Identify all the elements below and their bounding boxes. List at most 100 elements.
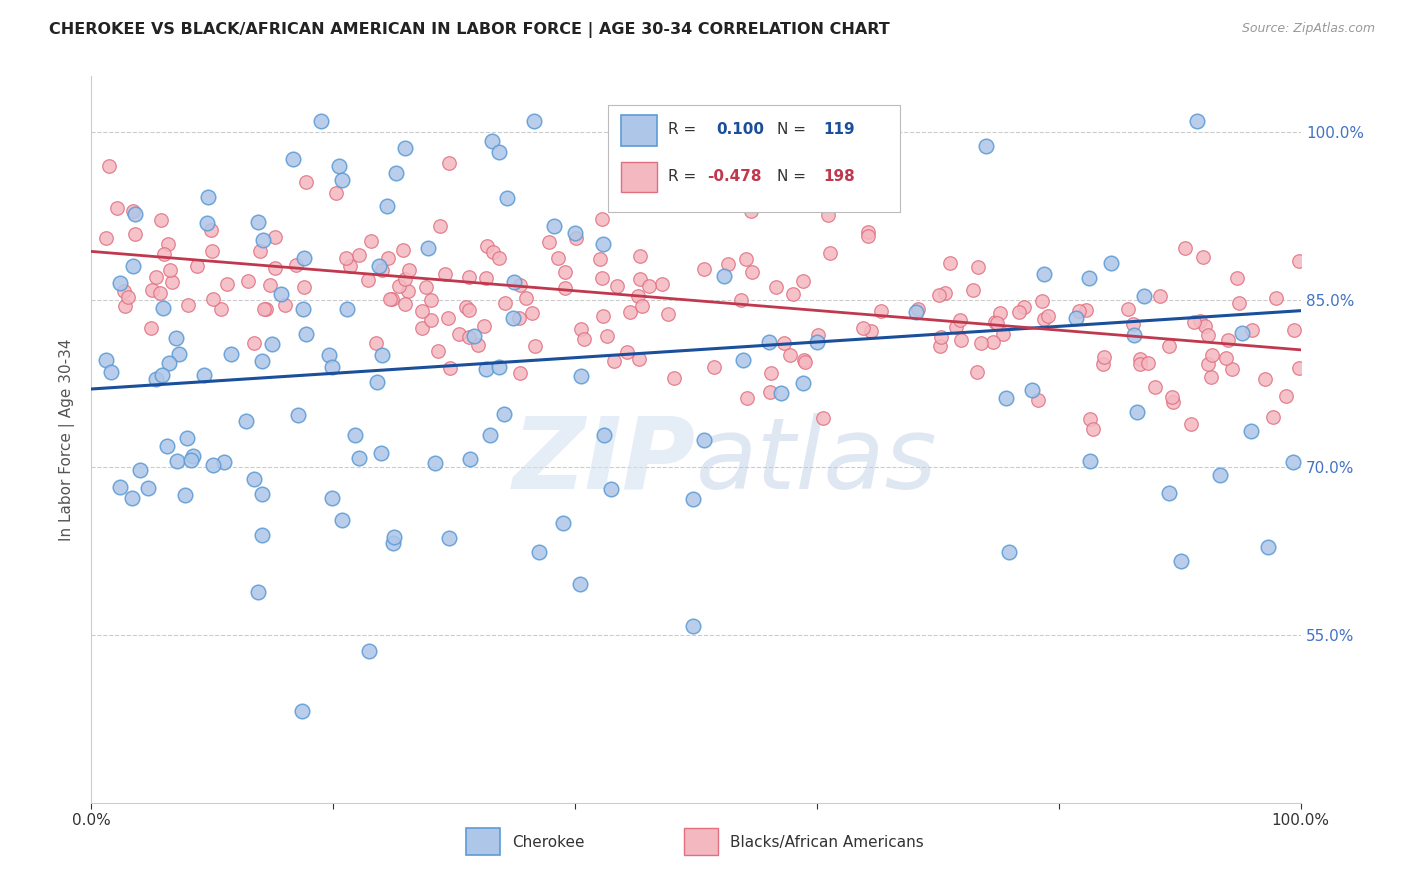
Point [502,311,524,326]
Point [472,319,495,334]
Point [1226,271,1249,285]
Point [357,273,380,287]
Point [246,584,269,599]
Point [157,355,180,369]
Point [986,316,1008,330]
Point [1240,424,1263,438]
Point [152,301,174,315]
Point [1174,241,1197,255]
Point [606,279,628,293]
Point [994,391,1017,405]
Point [375,199,398,213]
Point [360,234,382,248]
Point [929,339,952,353]
Point [174,488,197,502]
Point [1078,271,1101,285]
Point [121,491,143,505]
Point [347,248,370,262]
Point [250,486,273,500]
Point [1253,372,1275,386]
Point [411,320,433,334]
Point [1149,289,1171,303]
Point [128,463,150,477]
Point [108,276,131,290]
Point [554,265,576,279]
Point [139,321,162,335]
Point [149,213,172,227]
Point [249,244,271,259]
Point [564,231,586,245]
Point [713,268,735,283]
Point [693,433,716,447]
Point [773,335,796,350]
Y-axis label: In Labor Force | Age 30-34: In Labor Force | Age 30-34 [59,338,76,541]
Point [569,322,592,336]
Point [454,300,477,314]
Text: CHEROKEE VS BLACK/AFRICAN AMERICAN IN LABOR FORCE | AGE 30-34 CORRELATION CHART: CHEROKEE VS BLACK/AFRICAN AMERICAN IN LA… [49,22,890,38]
Point [1185,113,1208,128]
Point [1116,301,1139,316]
Point [602,354,624,368]
Point [1067,304,1090,318]
Point [1257,540,1279,554]
Point [988,305,1011,319]
Point [1197,357,1219,371]
Point [425,457,447,471]
Point [682,492,704,507]
Point [201,292,224,306]
Point [1028,393,1050,408]
Point [1076,302,1098,317]
Point [212,455,235,469]
Point [458,330,481,344]
Point [439,156,461,170]
Point [682,619,704,633]
Point [782,286,804,301]
Point [169,347,191,361]
Point [200,223,222,237]
Point [260,337,283,351]
Point [336,301,359,316]
Point [195,216,218,230]
Point [962,283,984,297]
Text: N =: N = [778,169,811,184]
Point [950,333,973,347]
Point [392,243,415,257]
Point [792,274,814,288]
Point [554,281,576,295]
Point [176,298,198,312]
Point [1033,311,1056,326]
Point [270,286,292,301]
Point [281,153,304,167]
Point [183,449,205,463]
Point [1197,327,1219,342]
Point [114,299,136,313]
Point [481,245,503,260]
Point [488,145,510,159]
Point [420,293,443,307]
Point [1180,417,1202,431]
Point [496,191,519,205]
Point [856,226,879,240]
Point [981,335,1004,350]
Point [515,291,537,305]
Point [439,361,461,376]
Point [274,297,297,311]
Point [907,301,929,316]
Point [321,359,343,374]
Point [330,173,353,187]
Point [398,262,420,277]
Point [357,644,380,658]
Point [730,293,752,307]
Point [1275,389,1298,403]
Point [934,286,956,301]
Point [344,427,367,442]
Point [1008,305,1031,319]
Point [592,237,614,252]
Point [117,290,139,304]
Point [112,284,135,298]
Point [591,211,613,226]
Point [458,302,481,317]
Point [1201,369,1223,384]
Point [1265,291,1288,305]
Point [377,251,399,265]
